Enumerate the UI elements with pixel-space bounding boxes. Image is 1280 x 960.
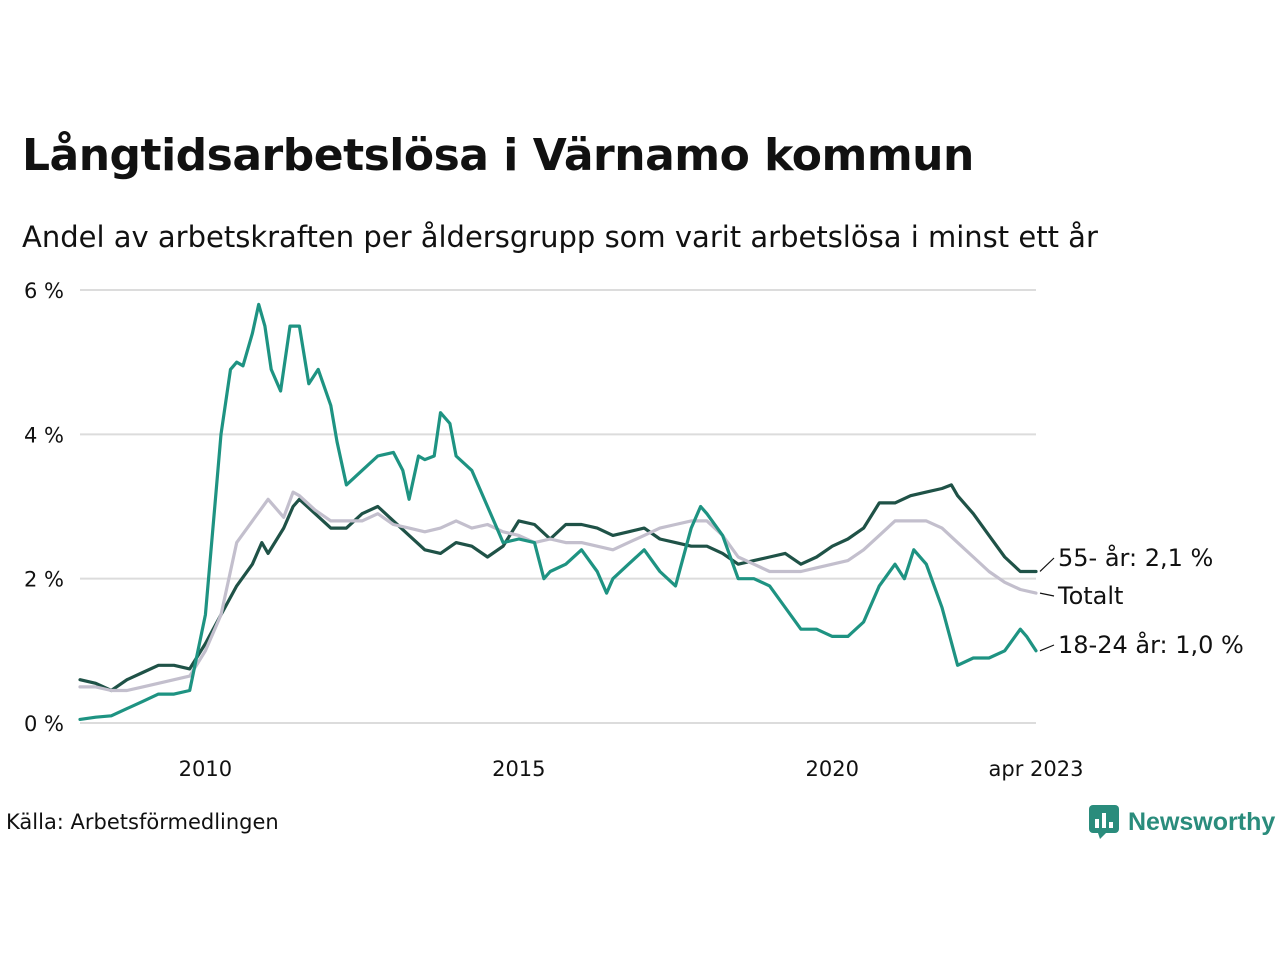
newsworthy-chart-bubble-icon xyxy=(1089,805,1119,839)
chart-subtitle: Andel av arbetskraften per åldersgrupp s… xyxy=(22,220,1098,254)
end-label-age18_24: 18-24 år: 1,0 % xyxy=(1058,630,1244,659)
leader-line-total xyxy=(1039,592,1055,597)
series-lines xyxy=(78,302,1038,721)
y-tick-label: 0 % xyxy=(24,712,64,736)
source-note: Källa: Arbetsförmedlingen xyxy=(6,810,279,834)
end-label-age55: 55- år: 2,1 % xyxy=(1058,543,1213,572)
x-axis-ticks: 2010 2015 2020 apr 2023 xyxy=(179,757,1084,781)
chart-title: Långtidsarbetslösa i Värnamo kommun xyxy=(22,130,974,181)
y-tick-label: 6 % xyxy=(24,279,64,303)
leader-line-age55 xyxy=(1039,557,1055,572)
brand-name: Newsworthy xyxy=(1128,807,1276,836)
x-tick-label: 2010 xyxy=(179,757,232,781)
leader-line-age18_24 xyxy=(1039,644,1055,652)
x-tick-label: 2015 xyxy=(492,757,545,781)
end-label-total: Totalt xyxy=(1057,582,1123,610)
series-line-age55 xyxy=(78,483,1038,693)
y-tick-label: 2 % xyxy=(24,568,64,592)
y-axis-ticks: 0 % 2 % 4 % 6 % xyxy=(24,279,64,736)
x-tick-label: apr 2023 xyxy=(989,757,1084,781)
brand-logo: Newsworthy xyxy=(1088,804,1275,840)
series-line-age18_24 xyxy=(78,302,1038,721)
gridlines xyxy=(80,289,1036,724)
end-labels: 55- år: 2,1 % Totalt 18-24 år: 1,0 % xyxy=(1039,543,1244,659)
y-tick-label: 4 % xyxy=(24,423,64,447)
series-line-total xyxy=(78,490,1038,693)
x-tick-label: 2020 xyxy=(806,757,859,781)
